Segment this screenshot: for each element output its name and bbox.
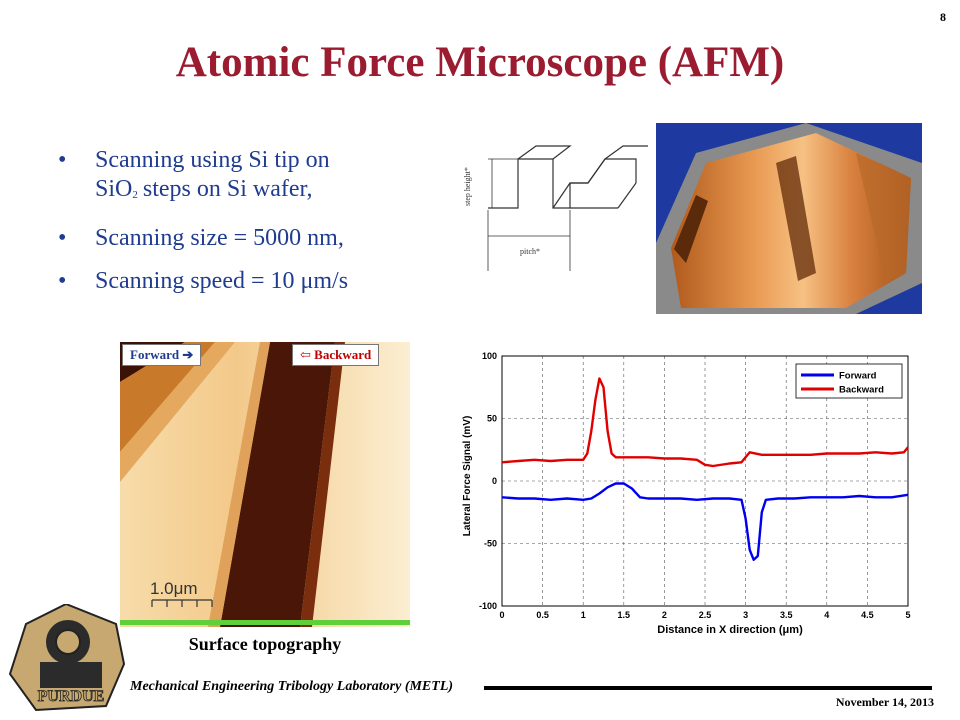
bullet-text: Scanning size = 5000 nm, (95, 225, 344, 251)
y-tick-label: 0 (492, 476, 497, 486)
y-tick-label: -50 (484, 539, 497, 549)
legend-label: Backward (839, 385, 884, 396)
bullet-item: • Scanning size = 5000 nm, (58, 224, 458, 253)
series-line-forward (501, 482, 909, 562)
bullet-text-sio: SiO (95, 176, 133, 202)
forward-label: Forward ➔ (122, 344, 202, 366)
bullet-dot: • (58, 268, 67, 294)
bullet-text: Scanning speed = 10 μm/s (95, 268, 349, 294)
purdue-logo: PURDUE (8, 604, 126, 712)
chart-lines (501, 377, 909, 562)
bullet-dot: • (58, 147, 67, 173)
arrow-right-icon: ➔ (182, 347, 194, 362)
slide-number: 8 (940, 10, 946, 24)
x-tick-label: 4 (824, 610, 829, 620)
x-tick-label: 2.5 (699, 610, 712, 620)
x-tick-label: 3 (743, 610, 748, 620)
logo-text: PURDUE (38, 688, 105, 705)
scale-bar-label: 1.0μm (150, 579, 198, 598)
footer-date: November 14, 2013 (835, 695, 934, 709)
footer-lab-name: Mechanical Engineering Tribology Laborat… (130, 679, 454, 694)
forward-text: Forward (130, 347, 180, 362)
x-tick-label: 5 (905, 610, 910, 620)
x-tick-label: 1 (581, 610, 586, 620)
y-axis-label: Lateral Force Signal (mV) (462, 416, 473, 537)
y-tick-label: 50 (487, 414, 497, 424)
bullet-item: • Scanning using Si tip on SiO2 steps on … (58, 146, 458, 210)
subscript: 2 (132, 189, 138, 201)
legend-label: Forward (839, 371, 877, 382)
bullet-dot: • (58, 225, 67, 251)
legend-box (795, 363, 903, 399)
x-tick-label: 0 (499, 610, 504, 620)
bullet-text-suffix: steps on Si wafer, (142, 176, 313, 202)
series-line-backward (501, 377, 909, 468)
footer-rule (484, 686, 932, 690)
afm-3d-surface-image (656, 123, 922, 314)
backward-text: Backward (314, 347, 372, 362)
lateral-force-chart: 0 0.5 1 1.5 2 2.5 3 3.5 4 4.5 5 -100 -50 0 50 100 Forwa… (462, 351, 911, 636)
bullet-list: • Scanning using Si tip on SiO2 steps on … (58, 146, 458, 310)
x-axis-label: Distance in X direction (μm) (657, 624, 803, 636)
chart-ticks: 0 0.5 1 1.5 2 2.5 3 3.5 4 4.5 5 -100 -50 0 50 100 (479, 351, 911, 620)
x-tick-label: 0.5 (536, 610, 549, 620)
chart-grid (501, 355, 909, 607)
bullet-item: • Scanning speed = 10 μm/s (58, 267, 458, 296)
plot-frame (501, 355, 909, 607)
bullet-text: Scanning using Si tip on (95, 147, 330, 173)
y-tick-label: 100 (482, 351, 497, 361)
y-tick-label: -100 (479, 601, 497, 611)
step-profile-diagram: step height* pitch* (463, 145, 648, 271)
chart-legend: Forward Backward (795, 363, 903, 399)
surface-topography-image: 1.0μm (120, 342, 410, 627)
step-height-label: step height* (463, 167, 472, 206)
slide-title: Atomic Force Microscope (AFM) (175, 39, 785, 86)
topography-caption: Surface topography (188, 634, 342, 654)
arrow-left-icon: ⇦ (300, 347, 311, 362)
x-tick-label: 4.5 (861, 610, 874, 620)
backward-label: ⇦ Backward (292, 344, 380, 366)
x-tick-label: 3.5 (780, 610, 793, 620)
pitch-label: pitch* (520, 247, 540, 256)
x-tick-label: 2 (662, 610, 667, 620)
x-tick-label: 1.5 (618, 610, 631, 620)
